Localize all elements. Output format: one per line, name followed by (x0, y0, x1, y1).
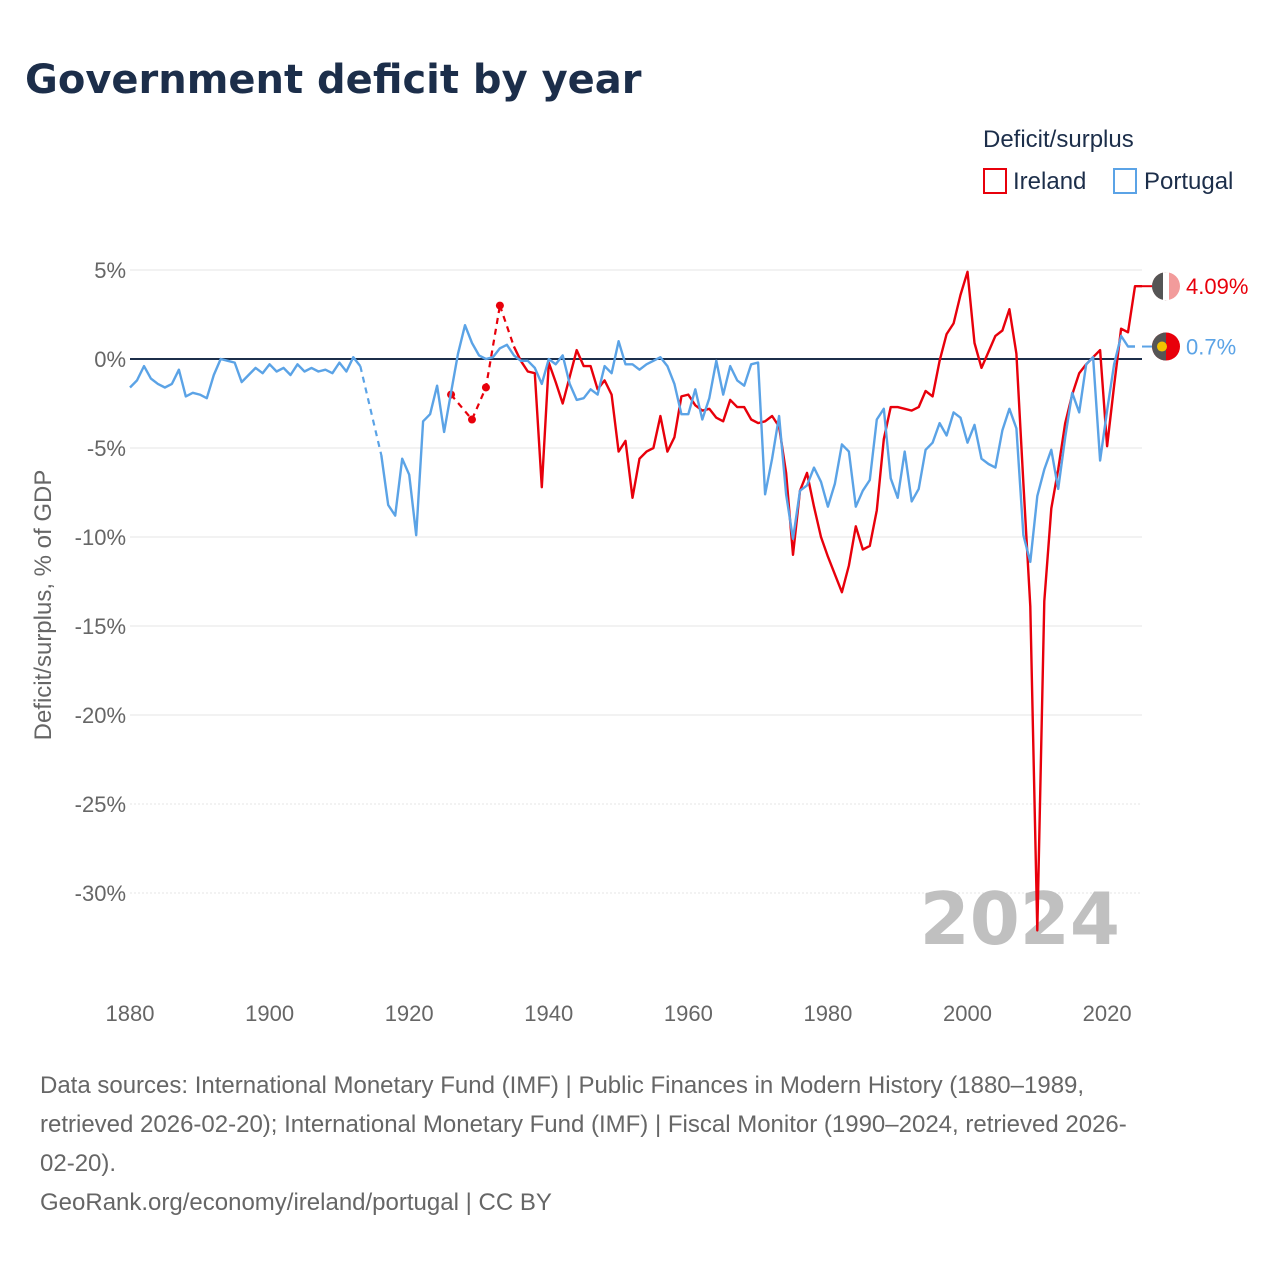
x-tick-label: 1940 (524, 1001, 573, 1026)
x-tick-label: 1920 (385, 1001, 434, 1026)
x-tick-label: 1880 (106, 1001, 155, 1026)
flag-ireland-band (1163, 272, 1169, 301)
source-line-2: retrieved 2026-02-20); International Mon… (40, 1111, 1127, 1138)
legend-swatch-ireland (983, 168, 1007, 194)
legend-title: Deficit/surplus (983, 126, 1134, 153)
gridlines (130, 269, 1142, 894)
y-axis-ticks: 5% 0% -5% -10% -15% -20% -25% -30% (75, 258, 126, 906)
source-line-3: 02-20). (40, 1150, 116, 1177)
source-line-4: GeoRank.org/economy/ireland/portugal | C… (40, 1189, 552, 1216)
x-tick-label: 1960 (664, 1001, 713, 1026)
series-ireland-gap (498, 305, 515, 347)
y-tick-label: 5% (94, 258, 126, 283)
series-lines (129, 270, 1142, 932)
y-tick-label: -10% (75, 525, 126, 550)
y-tick-label: -5% (87, 436, 126, 461)
end-label-portugal: 0.7% (1186, 335, 1236, 360)
x-axis-ticks: 1880 1900 1920 1940 1960 1980 2000 2020 (106, 1001, 1132, 1026)
y-axis-label: Deficit/surplus, % of GDP (30, 470, 57, 741)
end-label-ireland: 4.09% (1186, 274, 1248, 299)
y-tick-label: -25% (75, 792, 126, 817)
chart-title: Government deficit by year (25, 57, 642, 103)
year-watermark: 2024 (920, 877, 1120, 961)
legend-label-ireland: Ireland (1013, 168, 1086, 195)
source-line-1: Data sources: International Monetary Fun… (40, 1072, 1084, 1099)
x-tick-label: 1980 (803, 1001, 852, 1026)
legend-item-ireland[interactable]: Ireland (983, 168, 1086, 195)
series-portugal-gap (359, 365, 383, 456)
series-line-portugal (129, 356, 362, 400)
x-tick-label: 2020 (1083, 1001, 1132, 1026)
legend: Deficit/surplus Ireland Portugal (983, 126, 1233, 195)
flag-ireland-half (1152, 272, 1166, 301)
y-tick-label: -30% (75, 881, 126, 906)
flag-portugal-emblem (1157, 341, 1167, 352)
point-ireland (467, 415, 476, 424)
point-ireland (481, 383, 490, 392)
y-tick-label: 0% (94, 347, 126, 372)
legend-label-portugal: Portugal (1144, 168, 1233, 195)
end-labels: 4.09% 0.7% (1142, 272, 1248, 361)
source-notes: Data sources: International Monetary Fun… (40, 1072, 1127, 1216)
legend-item-portugal[interactable]: Portugal (1113, 168, 1233, 195)
series-line-portugal (380, 324, 1135, 564)
series-ireland-dashed (450, 305, 501, 422)
legend-swatch-portugal (1113, 168, 1137, 194)
y-tick-label: -15% (75, 614, 126, 639)
x-tick-label: 1900 (245, 1001, 294, 1026)
series-line-ireland (512, 270, 1142, 932)
x-tick-label: 2000 (943, 1001, 992, 1026)
y-tick-label: -20% (75, 703, 126, 728)
